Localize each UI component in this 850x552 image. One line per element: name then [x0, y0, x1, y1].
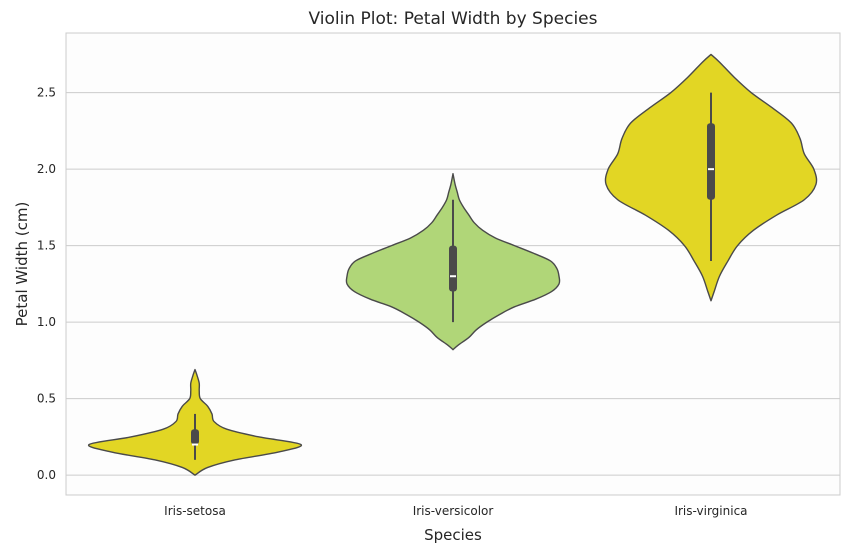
y-tick-label: 0.0 — [37, 468, 56, 482]
y-tick-labels: 0.0 0.5 1.0 1.5 2.0 2.5 — [37, 86, 56, 482]
y-tick-label: 1.0 — [37, 315, 56, 329]
plot-frame — [65, 32, 841, 496]
violin-iqr-box — [449, 245, 457, 292]
violins — [87, 53, 818, 476]
x-tick-label: Iris-versicolor — [413, 504, 494, 518]
x-tick-label: Iris-virginica — [674, 504, 747, 518]
y-axis-label: Petal Width (cm) — [13, 202, 31, 327]
y-tick-label: 2.5 — [37, 86, 56, 100]
violin-iris-virginica — [604, 53, 818, 302]
y-tick-label: 0.5 — [37, 392, 56, 406]
x-tick-labels: Iris-setosa Iris-versicolor Iris-virginica — [164, 504, 747, 518]
violin-iris-versicolor — [345, 173, 561, 351]
y-tick-label: 2.0 — [37, 162, 56, 176]
x-tick-label: Iris-setosa — [164, 504, 226, 518]
chart-title: Violin Plot: Petal Width by Species — [309, 9, 598, 29]
violin-iqr-box — [707, 123, 715, 200]
y-tick-label: 1.5 — [37, 239, 56, 253]
violin-iris-setosa — [87, 368, 303, 476]
violin-iqr-box — [191, 429, 199, 445]
x-axis-label: Species — [424, 526, 482, 544]
